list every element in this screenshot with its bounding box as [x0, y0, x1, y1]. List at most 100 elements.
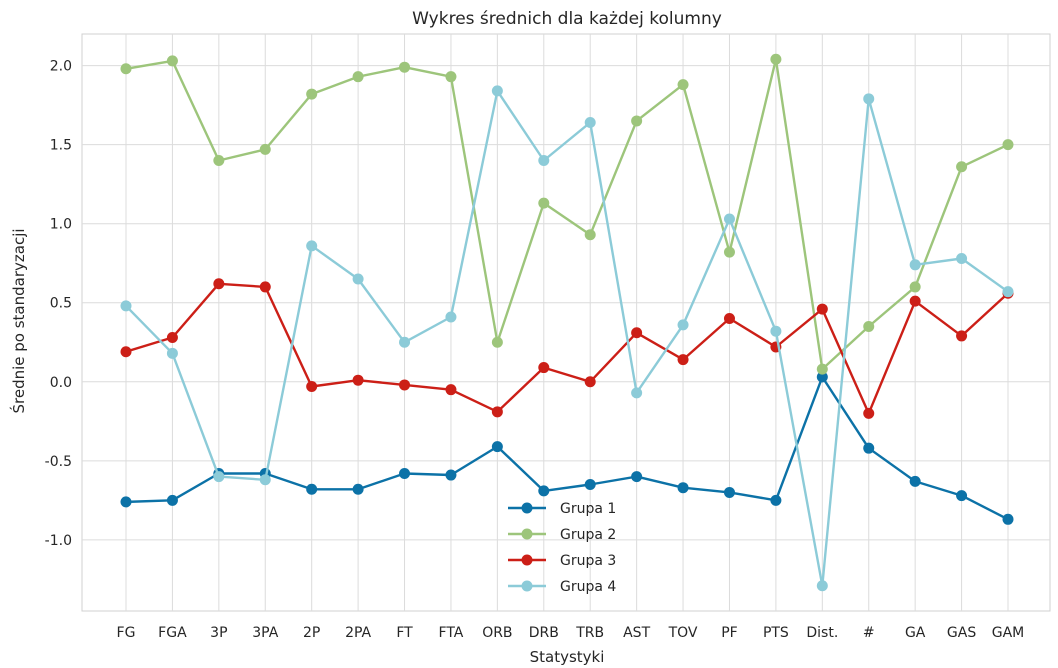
x-tick-label: 3PA [252, 625, 278, 641]
data-point [259, 281, 271, 293]
data-point [863, 93, 875, 105]
data-point [399, 336, 411, 348]
data-point [306, 483, 318, 495]
x-tick-label: FT [396, 625, 413, 641]
y-tick-label: 0.5 [50, 296, 72, 312]
x-tick-label: TOV [668, 625, 698, 641]
data-point [120, 300, 132, 312]
legend-item: Grupa 2 [508, 527, 616, 543]
x-tick-label: GA [905, 625, 926, 641]
data-point [399, 379, 411, 391]
data-point [166, 347, 178, 359]
data-point [631, 115, 643, 127]
data-point [538, 362, 550, 374]
data-point [584, 117, 596, 129]
data-point [631, 387, 643, 399]
data-point [956, 330, 968, 342]
series-layer [120, 53, 1014, 592]
series-4 [120, 85, 1014, 592]
data-point [863, 442, 875, 454]
data-point [677, 79, 689, 91]
data-point [770, 494, 782, 506]
data-point [166, 494, 178, 506]
series-2 [120, 53, 1014, 375]
data-point [213, 278, 225, 290]
data-point [956, 252, 968, 264]
data-point [213, 154, 225, 166]
x-tick-label: Dist. [806, 625, 838, 641]
data-point [166, 55, 178, 67]
series-line [125, 375, 1009, 521]
plot-area [81, 33, 1051, 612]
data-point [120, 346, 132, 358]
axes: 2.0 1.5 1.0 0.5 0.0 -0.5 -1.0 FG FGA 3P 3PA 2P 2PA FT… [45, 59, 1025, 641]
data-point [863, 320, 875, 332]
data-point [584, 229, 596, 241]
data-point [677, 354, 689, 366]
data-point [491, 441, 503, 453]
x-tick-label: FGA [158, 625, 187, 641]
data-point [723, 486, 735, 498]
x-tick-label: GAS [947, 625, 976, 641]
legend-label: Grupa 3 [560, 553, 616, 569]
data-point [816, 363, 828, 375]
data-point [445, 71, 457, 83]
legend-marker [521, 554, 533, 566]
data-point [445, 469, 457, 481]
y-axis-title: Średnie po standaryzacji [9, 228, 28, 413]
data-point [538, 197, 550, 209]
x-tick-label: TRB [575, 625, 604, 641]
y-tick-label: -1.0 [45, 533, 72, 549]
y-tick-label: -0.5 [45, 454, 72, 470]
data-point [166, 332, 178, 344]
data-point [584, 376, 596, 388]
data-point [816, 580, 828, 592]
data-point [259, 143, 271, 155]
data-point [909, 281, 921, 293]
y-tick-label: 1.0 [50, 217, 72, 233]
series-1 [120, 371, 1014, 525]
data-point [584, 479, 596, 491]
x-tick-label: PF [721, 625, 738, 641]
legend-item: Grupa 1 [508, 501, 616, 517]
x-tick-label: ORB [482, 625, 512, 641]
x-tick-label: 2P [303, 625, 320, 641]
data-point [445, 384, 457, 396]
legend-label: Grupa 4 [560, 579, 616, 595]
data-point [863, 407, 875, 419]
y-tick-label: 1.5 [50, 138, 72, 154]
data-point [1002, 286, 1014, 298]
grid [81, 33, 1051, 612]
data-point [259, 474, 271, 486]
data-point [631, 327, 643, 339]
x-tick-label: # [863, 625, 875, 641]
series-line [125, 282, 1009, 415]
data-point [909, 475, 921, 487]
data-point [445, 311, 457, 323]
data-point [816, 371, 828, 383]
data-point [770, 53, 782, 65]
legend-marker [521, 528, 533, 540]
data-point [816, 303, 828, 315]
x-tick-label: PTS [763, 625, 789, 641]
data-point [538, 485, 550, 497]
data-point [120, 496, 132, 508]
data-point [538, 154, 550, 166]
data-point [1002, 139, 1014, 151]
chart-title: Wykres średnich dla każdej kolumny [412, 9, 722, 29]
series-3 [120, 278, 1014, 419]
y-tick-label: 0.0 [50, 375, 72, 391]
legend-marker [521, 502, 533, 514]
legend-item: Grupa 3 [508, 553, 616, 569]
data-point [723, 313, 735, 325]
data-point [677, 319, 689, 331]
data-point [491, 85, 503, 97]
data-point [909, 259, 921, 271]
data-point [770, 325, 782, 337]
y-tick-label: 2.0 [50, 59, 72, 75]
x-tick-label: FTA [439, 625, 464, 641]
data-point [723, 246, 735, 258]
data-point [677, 482, 689, 494]
legend-label: Grupa 2 [560, 527, 616, 543]
